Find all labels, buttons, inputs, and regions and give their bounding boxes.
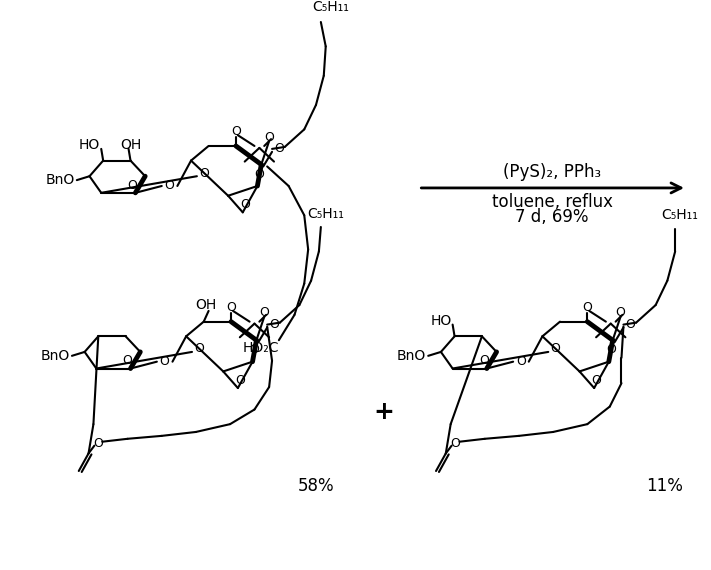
- Text: 58%: 58%: [298, 477, 334, 495]
- Text: O: O: [240, 198, 250, 211]
- Text: O: O: [606, 344, 616, 356]
- Text: O: O: [199, 167, 208, 180]
- Text: 7 d, 69%: 7 d, 69%: [515, 208, 589, 226]
- Text: O: O: [274, 142, 284, 156]
- Text: O: O: [550, 343, 560, 356]
- Text: OH: OH: [120, 138, 141, 152]
- Text: O: O: [194, 343, 204, 356]
- Text: O: O: [269, 318, 279, 331]
- Text: O: O: [165, 180, 174, 193]
- Text: HO: HO: [430, 314, 451, 328]
- Text: O: O: [260, 307, 269, 319]
- Text: O: O: [582, 300, 592, 314]
- Text: O: O: [235, 374, 245, 386]
- Text: O: O: [231, 125, 241, 138]
- Text: O: O: [479, 354, 488, 367]
- Text: O: O: [451, 437, 461, 450]
- Text: BnO: BnO: [46, 173, 75, 187]
- Text: O: O: [122, 354, 132, 367]
- Text: O: O: [516, 355, 526, 368]
- Text: C₅H₁₁: C₅H₁₁: [662, 208, 698, 222]
- Text: O: O: [616, 307, 626, 319]
- Text: HO₂C: HO₂C: [243, 341, 279, 355]
- Text: O: O: [264, 131, 274, 144]
- Text: OH: OH: [195, 298, 216, 312]
- Text: O: O: [160, 355, 170, 368]
- Text: +: +: [374, 401, 395, 425]
- Text: C₅H₁₁: C₅H₁₁: [312, 1, 349, 14]
- Text: O: O: [93, 437, 103, 450]
- Text: BnO: BnO: [397, 349, 427, 363]
- Text: toluene, reflux: toluene, reflux: [492, 193, 613, 210]
- Text: 11%: 11%: [646, 477, 683, 495]
- Text: O: O: [226, 300, 236, 314]
- Text: (PyS)₂, PPh₃: (PyS)₂, PPh₃: [503, 164, 602, 181]
- Text: O: O: [591, 374, 601, 386]
- Text: O: O: [250, 344, 260, 356]
- Text: O: O: [626, 318, 635, 331]
- Text: O: O: [127, 178, 137, 192]
- Text: BnO: BnO: [41, 349, 70, 363]
- Text: C₅H₁₁: C₅H₁₁: [307, 207, 344, 221]
- Text: O: O: [255, 168, 264, 181]
- Text: HO: HO: [79, 138, 100, 152]
